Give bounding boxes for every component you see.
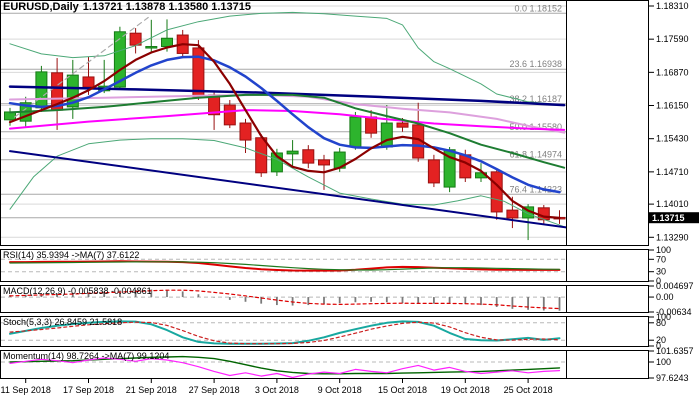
date-axis-label: 9 Oct 2018 xyxy=(318,385,362,395)
rsi-indicator-label: RSI(14) 35.9394 ->MA(7) 37.6122 xyxy=(3,250,140,260)
candle-up xyxy=(286,150,299,155)
envelope-upper xyxy=(9,11,565,106)
ma-navy-flat xyxy=(8,85,566,107)
stoch-scale-label: 20 xyxy=(656,335,666,345)
current-price-value: 1.13715 xyxy=(652,213,685,223)
candle-up xyxy=(349,116,362,148)
date-axis[interactable]: 11 Sep 2018 17 Sep 2018 21 Sep 2018 27 Sep … xyxy=(1,379,553,395)
momentum-scale-label: 100 xyxy=(656,357,671,367)
candle-down xyxy=(302,149,315,164)
stoch-scale-label: 0 xyxy=(656,341,661,351)
ma-maroon xyxy=(8,43,561,219)
momentum-indicator-label: Momentum(14) 98.7264 ->MA(7) 99.1204 xyxy=(3,351,170,361)
price-axis-label: 1.14010 xyxy=(656,199,689,209)
candle-down xyxy=(490,171,503,213)
ma-magenta xyxy=(9,109,566,131)
price-axis-label: 1.13290 xyxy=(656,232,689,242)
candle-down xyxy=(506,209,519,219)
fib-label: 38.2 1.16187 xyxy=(509,94,562,104)
ma-green-slow xyxy=(9,93,566,169)
momentum-scale-label: 97.6243 xyxy=(656,373,689,383)
rsi-scale-label: 30 xyxy=(656,267,666,277)
fib-label: 0.0 1.18152 xyxy=(514,3,562,13)
stoch-indicator-label: Stoch(5,3,3) 26.8459 21.5818 xyxy=(3,317,123,327)
envelope-lower xyxy=(9,138,565,228)
fib-label: 61.8 1.14974 xyxy=(509,150,562,160)
candle-up xyxy=(161,37,173,48)
macd-scale-label: 0.004697 xyxy=(656,281,694,291)
candle-down xyxy=(223,104,236,126)
candle-up xyxy=(380,122,393,148)
stoch-scale-label: 80 xyxy=(656,318,666,328)
candle-down xyxy=(427,159,440,184)
candles xyxy=(4,19,566,241)
momentum-scale-label: 101.6357 xyxy=(656,346,694,356)
date-axis-label: 15 Oct 2018 xyxy=(378,385,427,395)
current-price-tag: 1.13715 xyxy=(649,212,699,224)
price-axis[interactable]: 1.18310 1.17590 1.16870 1.16150 1.15430 1.147… xyxy=(649,1,689,242)
rsi-scale-label: 0 xyxy=(656,276,661,286)
date-axis-label: 17 Sep 2018 xyxy=(63,385,114,395)
candle-down xyxy=(459,154,472,179)
fib-label: 76.4 1.14223 xyxy=(509,184,562,194)
candle-down xyxy=(396,122,409,128)
ma-plum xyxy=(9,93,566,134)
rsi-scale-label: 70 xyxy=(656,254,666,264)
rsi-series-rsi-ma xyxy=(9,261,561,271)
rsi-series-rsi xyxy=(9,260,561,272)
price-gridlines xyxy=(0,5,566,238)
date-axis-label: 27 Sep 2018 xyxy=(189,385,240,395)
candle-down xyxy=(192,47,205,98)
ma-blue xyxy=(8,55,561,194)
price-axis-label: 1.18310 xyxy=(656,1,689,11)
price-axis-label: 1.14710 xyxy=(656,167,689,177)
price-axis-label: 1.17590 xyxy=(656,34,689,44)
momentum-series-momentum-ma xyxy=(9,357,561,379)
panel-borders xyxy=(0,0,649,379)
price-axis-label: 1.16150 xyxy=(656,101,689,111)
rsi-scale-label: 100 xyxy=(656,245,671,255)
candle-down xyxy=(318,159,330,166)
candle-up xyxy=(35,71,48,109)
macd-series-macd-signal xyxy=(9,289,561,310)
ohlc-values-label: 1.13721 1.13878 1.13580 1.13715 xyxy=(82,1,252,13)
macd-scale-label: -0.00634 xyxy=(656,307,692,317)
trendline-support xyxy=(9,150,566,229)
candle-up xyxy=(145,46,158,49)
date-axis-label: 3 Oct 2018 xyxy=(255,385,299,395)
date-axis-label: 11 Sep 2018 xyxy=(1,385,51,395)
overlay-lines xyxy=(8,11,566,229)
candle-down xyxy=(365,116,378,134)
stoch-series-stoch-d xyxy=(9,321,561,345)
price-axis-label: 1.16870 xyxy=(656,67,689,77)
fib-label: 23.6 1.16938 xyxy=(509,59,562,69)
chart-title: EURUSD,Daily 1.13721 1.13878 1.13580 1.13… xyxy=(3,1,255,13)
trendline-dashed xyxy=(14,16,149,118)
date-axis-label: 21 Sep 2018 xyxy=(126,385,177,395)
date-axis-label: 25 Oct 2018 xyxy=(504,385,553,395)
symbol-period-label: EURUSD,Daily xyxy=(3,1,79,13)
stoch-scale-label: 100 xyxy=(656,312,671,322)
macd-indicator-label: MACD(12,26,9) -0.005838 -0.004861 xyxy=(3,286,152,296)
date-axis-label: 19 Oct 2018 xyxy=(441,385,490,395)
candle-down xyxy=(239,122,252,141)
candle-down xyxy=(82,76,95,88)
macd-scale-label: 0.00 xyxy=(656,292,674,302)
price-axis-label: 1.15430 xyxy=(656,134,689,144)
candle-up xyxy=(66,74,79,108)
candle-up xyxy=(113,31,126,88)
